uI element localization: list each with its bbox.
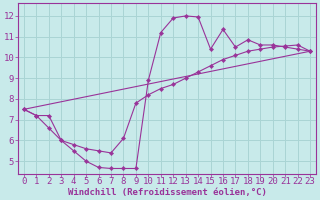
X-axis label: Windchill (Refroidissement éolien,°C): Windchill (Refroidissement éolien,°C) <box>68 188 267 197</box>
